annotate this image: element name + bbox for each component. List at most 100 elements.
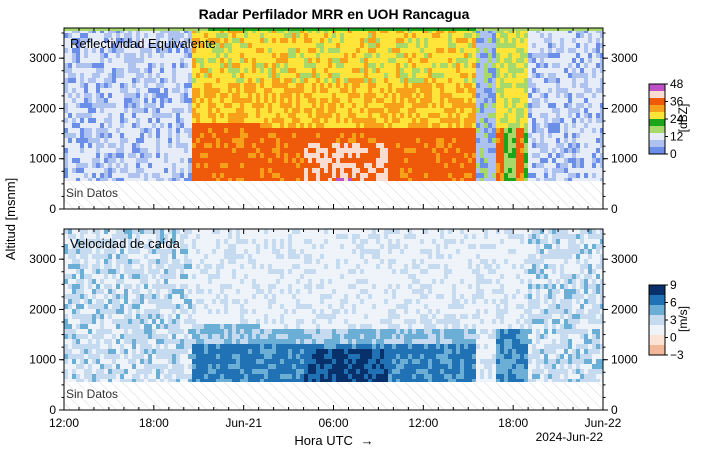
heatmap-cell	[248, 88, 253, 94]
heatmap-cell	[88, 138, 93, 144]
heatmap-cell	[124, 153, 129, 159]
heatmap-cell	[96, 93, 101, 99]
heatmap-cell	[548, 153, 553, 159]
heatmap-cell	[596, 28, 601, 31]
heatmap-cell	[480, 153, 485, 159]
heatmap-cell	[576, 78, 581, 84]
heatmap-cell	[456, 153, 461, 159]
heatmap-cell	[444, 53, 449, 59]
heatmap-cell	[64, 68, 69, 74]
heatmap-cell	[352, 73, 357, 79]
heatmap-cell	[248, 178, 253, 184]
heatmap-cell	[320, 108, 325, 114]
heatmap-cell	[532, 148, 537, 154]
heatmap-cell	[212, 178, 217, 184]
heatmap-cell	[124, 103, 129, 109]
heatmap-cell	[356, 53, 361, 59]
heatmap-cell	[412, 28, 417, 31]
heatmap-cell	[196, 108, 201, 114]
heatmap-cell	[80, 173, 85, 179]
heatmap-cell	[92, 274, 97, 280]
heatmap-cell	[184, 43, 189, 49]
heatmap-cell	[508, 98, 513, 104]
heatmap-cell	[348, 103, 353, 109]
heatmap-cell	[156, 103, 161, 109]
heatmap-cell	[568, 68, 573, 74]
heatmap-cell	[340, 163, 345, 169]
heatmap-cell	[492, 148, 497, 154]
heatmap-cell	[100, 329, 105, 335]
heatmap-cell	[112, 324, 117, 330]
heatmap-cell	[84, 329, 89, 335]
heatmap-cell	[140, 138, 145, 144]
heatmap-cell	[76, 329, 81, 335]
heatmap-cell	[568, 168, 573, 174]
heatmap-cell	[580, 153, 585, 159]
heatmap-cell	[380, 168, 385, 174]
heatmap-cell	[300, 123, 305, 129]
heatmap-cell	[512, 128, 517, 134]
heatmap-cell	[128, 304, 133, 310]
heatmap-cell	[120, 344, 125, 350]
heatmap-cell	[288, 123, 293, 129]
heatmap-cell	[524, 58, 529, 64]
heatmap-cell	[188, 153, 193, 159]
heatmap-cell	[384, 138, 389, 144]
heatmap-cell	[568, 63, 573, 69]
heatmap-cell	[588, 63, 593, 69]
heatmap-cell	[408, 143, 413, 149]
heatmap-cell	[256, 93, 261, 99]
heatmap-cell	[148, 284, 153, 290]
heatmap-cell	[92, 48, 97, 54]
heatmap-cell	[496, 168, 501, 174]
heatmap-cell	[592, 93, 597, 99]
heatmap-cell	[112, 103, 117, 109]
heatmap-cell	[512, 73, 517, 79]
heatmap-cell	[140, 113, 145, 119]
heatmap-cell	[180, 73, 185, 79]
heatmap-cell	[340, 63, 345, 69]
heatmap-cell	[104, 329, 109, 335]
heatmap-cell	[584, 143, 589, 149]
heatmap-cell	[444, 38, 449, 44]
heatmap-cell	[572, 138, 577, 144]
heatmap-cell	[440, 83, 445, 89]
heatmap-cell	[280, 73, 285, 79]
heatmap-cell	[128, 58, 133, 64]
heatmap-cell	[508, 153, 513, 159]
heatmap-cell	[292, 178, 297, 184]
heatmap-cell	[424, 118, 429, 124]
heatmap-cell	[224, 148, 229, 154]
heatmap-cell	[348, 48, 353, 54]
heatmap-cell	[168, 48, 173, 54]
heatmap-cell	[408, 173, 413, 179]
heatmap-cell	[76, 78, 81, 84]
heatmap-cell	[176, 63, 181, 69]
heatmap-cell	[560, 158, 565, 164]
heatmap-cell	[368, 88, 373, 94]
heatmap-cell	[360, 143, 365, 149]
heatmap-cell	[68, 349, 73, 355]
heatmap-cell	[124, 294, 129, 300]
heatmap-cell	[136, 118, 141, 124]
heatmap-cell	[196, 118, 201, 124]
heatmap-cell	[76, 118, 81, 124]
heatmap-cell	[116, 103, 121, 109]
heatmap-cell	[180, 28, 185, 31]
heatmap-cell	[344, 68, 349, 74]
heatmap-cell	[316, 43, 321, 49]
heatmap-cell	[72, 249, 77, 255]
heatmap-cell	[532, 113, 537, 119]
heatmap-cell	[68, 73, 73, 79]
heatmap-cell	[376, 68, 381, 74]
heatmap-cell	[140, 118, 145, 124]
heatmap-cell	[412, 163, 417, 169]
heatmap-cell	[108, 289, 113, 295]
heatmap-cell	[88, 143, 93, 149]
heatmap-cell	[136, 178, 141, 184]
heatmap-cell	[272, 93, 277, 99]
heatmap-cell	[104, 344, 109, 350]
heatmap-cell	[280, 123, 285, 129]
heatmap-cell	[472, 153, 477, 159]
heatmap-cell	[480, 53, 485, 59]
